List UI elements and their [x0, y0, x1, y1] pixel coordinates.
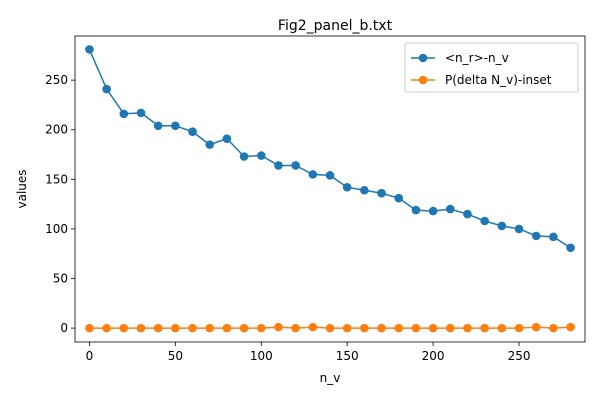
- data-point: [445, 323, 455, 333]
- legend-entry-2: P(delta N_v)-inset: [411, 73, 552, 87]
- data-point: [325, 171, 335, 180]
- data-point: [566, 243, 575, 253]
- data-point: [377, 188, 386, 198]
- data-point: [531, 322, 541, 332]
- data-point: [394, 323, 404, 333]
- x-axis-label: n_v: [320, 371, 341, 385]
- data-point: [291, 161, 300, 170]
- data-point: [136, 108, 146, 118]
- x-tick-label: 200: [422, 349, 445, 363]
- legend-label: <n_r>-n_v: [445, 51, 509, 65]
- data-point: [102, 323, 111, 333]
- data-point: [153, 323, 163, 333]
- x-tick-label: 50: [168, 349, 183, 363]
- data-point: [325, 323, 335, 333]
- y-tick-label: 0: [60, 321, 68, 335]
- data-point: [463, 209, 472, 219]
- x-tick-label: 100: [250, 349, 273, 363]
- data-point: [153, 121, 163, 131]
- data-point: [342, 182, 352, 192]
- data-point: [308, 170, 318, 179]
- data-point: [549, 323, 558, 333]
- data-point: [256, 323, 266, 333]
- data-point: [428, 206, 438, 216]
- x-tick-label: 250: [508, 349, 531, 363]
- series-2: [85, 322, 575, 333]
- data-point: [514, 323, 524, 333]
- legend-label: P(delta N_v)-inset: [445, 73, 552, 87]
- data-point: [531, 231, 541, 241]
- data-point: [308, 322, 318, 332]
- data-point: [394, 193, 404, 203]
- data-point: [291, 323, 300, 333]
- chart-title: Fig2_panel_b.txt: [278, 18, 393, 34]
- legend: <n_r>-n_v P(delta N_v)-inset: [404, 42, 579, 93]
- data-point: [85, 45, 94, 54]
- data-point: [119, 109, 129, 119]
- data-point: [222, 323, 232, 333]
- y-tick-label: 250: [45, 73, 68, 87]
- data-point: [445, 204, 455, 214]
- data-point: [171, 323, 180, 333]
- data-point: [549, 232, 558, 242]
- data-point: [463, 323, 472, 333]
- data-point: [119, 323, 129, 333]
- series-layer: [85, 45, 575, 333]
- data-point: [411, 323, 421, 333]
- data-point: [360, 185, 369, 195]
- y-tick-label: 200: [45, 123, 68, 137]
- y-tick-label: 150: [45, 172, 68, 186]
- data-point: [205, 140, 215, 149]
- data-point: [188, 127, 197, 137]
- legend-entry-1: <n_r>-n_v: [411, 51, 509, 65]
- data-point: [411, 205, 421, 215]
- legend-box: [404, 42, 579, 93]
- data-point: [102, 84, 111, 94]
- legend-marker: [418, 53, 428, 63]
- data-point: [239, 152, 249, 161]
- data-point: [274, 161, 283, 170]
- data-point: [428, 323, 438, 333]
- y-tick-label: 50: [53, 272, 68, 286]
- data-point: [360, 323, 369, 333]
- y-axis: 0 50 100 150 200 250: [45, 73, 75, 335]
- data-point: [85, 323, 94, 333]
- data-point: [497, 221, 507, 231]
- series-1: [85, 45, 575, 253]
- data-point: [497, 323, 507, 333]
- legend-marker: [418, 75, 428, 85]
- y-tick-label: 100: [45, 222, 68, 236]
- data-point: [480, 323, 489, 333]
- data-point: [480, 216, 489, 226]
- data-point: [274, 322, 283, 332]
- plot-area: [74, 35, 586, 343]
- data-point: [514, 224, 524, 234]
- data-point: [566, 322, 575, 332]
- y-axis-label: values: [15, 169, 29, 208]
- data-point: [188, 323, 197, 333]
- x-tick-label: 150: [336, 349, 359, 363]
- data-point: [222, 134, 232, 143]
- data-point: [256, 151, 266, 160]
- data-point: [136, 323, 146, 333]
- data-point: [239, 323, 249, 333]
- data-point: [342, 323, 352, 333]
- x-axis: 0 50 100 150 200 250: [86, 342, 531, 363]
- data-point: [205, 323, 215, 333]
- data-point: [171, 121, 180, 131]
- data-point: [377, 323, 386, 333]
- x-tick-label: 0: [86, 349, 94, 363]
